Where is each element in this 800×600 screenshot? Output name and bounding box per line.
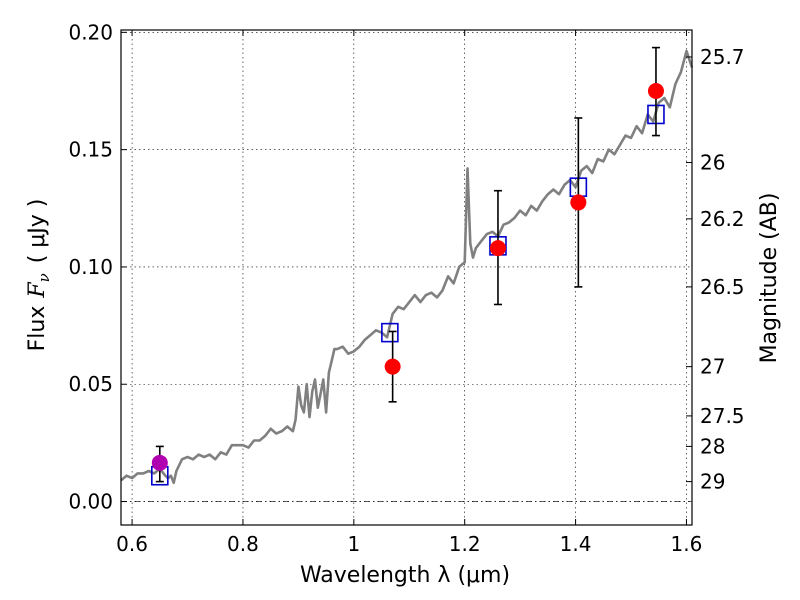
spectrum-layer [120, 49, 694, 485]
tick-layer: 0.6 0.8 1 1.2 1.4 1.6 0.00 0.05 0.10 0.15 0.20 25.7… [68, 20, 744, 556]
y2-tick-label: 26.5 [700, 275, 745, 299]
observed-photometry-point [489, 240, 506, 257]
marker-layer [151, 46, 665, 486]
y-tick-label: 0.00 [68, 490, 113, 514]
y-tick-label: 0.15 [68, 138, 113, 162]
model-spectrum-line [120, 49, 694, 485]
x-tick-label: 0.8 [227, 532, 259, 556]
x-tick-label: 1.4 [560, 532, 592, 556]
observed-photometry-point [384, 358, 401, 375]
y-axis-title-symbol: F [25, 282, 50, 299]
x-tick-label: 0.6 [116, 532, 148, 556]
plot-frame [120, 29, 693, 526]
y-axis-title-subscript: ν [35, 273, 53, 282]
grid-layer [121, 30, 692, 525]
y-axis-title-prefix: Flux [25, 306, 50, 352]
y2-tick-label: 27.5 [700, 404, 745, 428]
y2-tick-label: 27 [700, 355, 725, 379]
y2-tick-label: 26.2 [700, 207, 745, 231]
model-photometry-square [381, 322, 399, 343]
y-axis-title: Flux Fν ( μJy ) [25, 199, 53, 352]
x-tick-label: 1.6 [671, 532, 703, 556]
y2-tick-label: 26 [700, 151, 725, 175]
y2-tick-label: 25.7 [700, 45, 745, 69]
x-axis-title: Wavelength λ (μm) [300, 563, 510, 588]
y2-tick-label: 29 [700, 470, 725, 494]
y-axis-title-suffix: ( μJy ) [25, 199, 50, 264]
observed-photometry-point [647, 82, 664, 99]
y-tick-label: 0.05 [68, 372, 113, 396]
x-tick-label: 1.2 [449, 532, 481, 556]
y-tick-label: 0.10 [68, 255, 113, 279]
observed-photometry-point [151, 454, 168, 471]
y2-axis-title: Magnitude (AB) [757, 193, 782, 364]
y-tick-label: 0.20 [68, 20, 113, 44]
observed-photometry-point [570, 194, 587, 211]
y2-tick-label: 28 [700, 434, 725, 458]
x-tick-label: 1 [347, 532, 360, 556]
